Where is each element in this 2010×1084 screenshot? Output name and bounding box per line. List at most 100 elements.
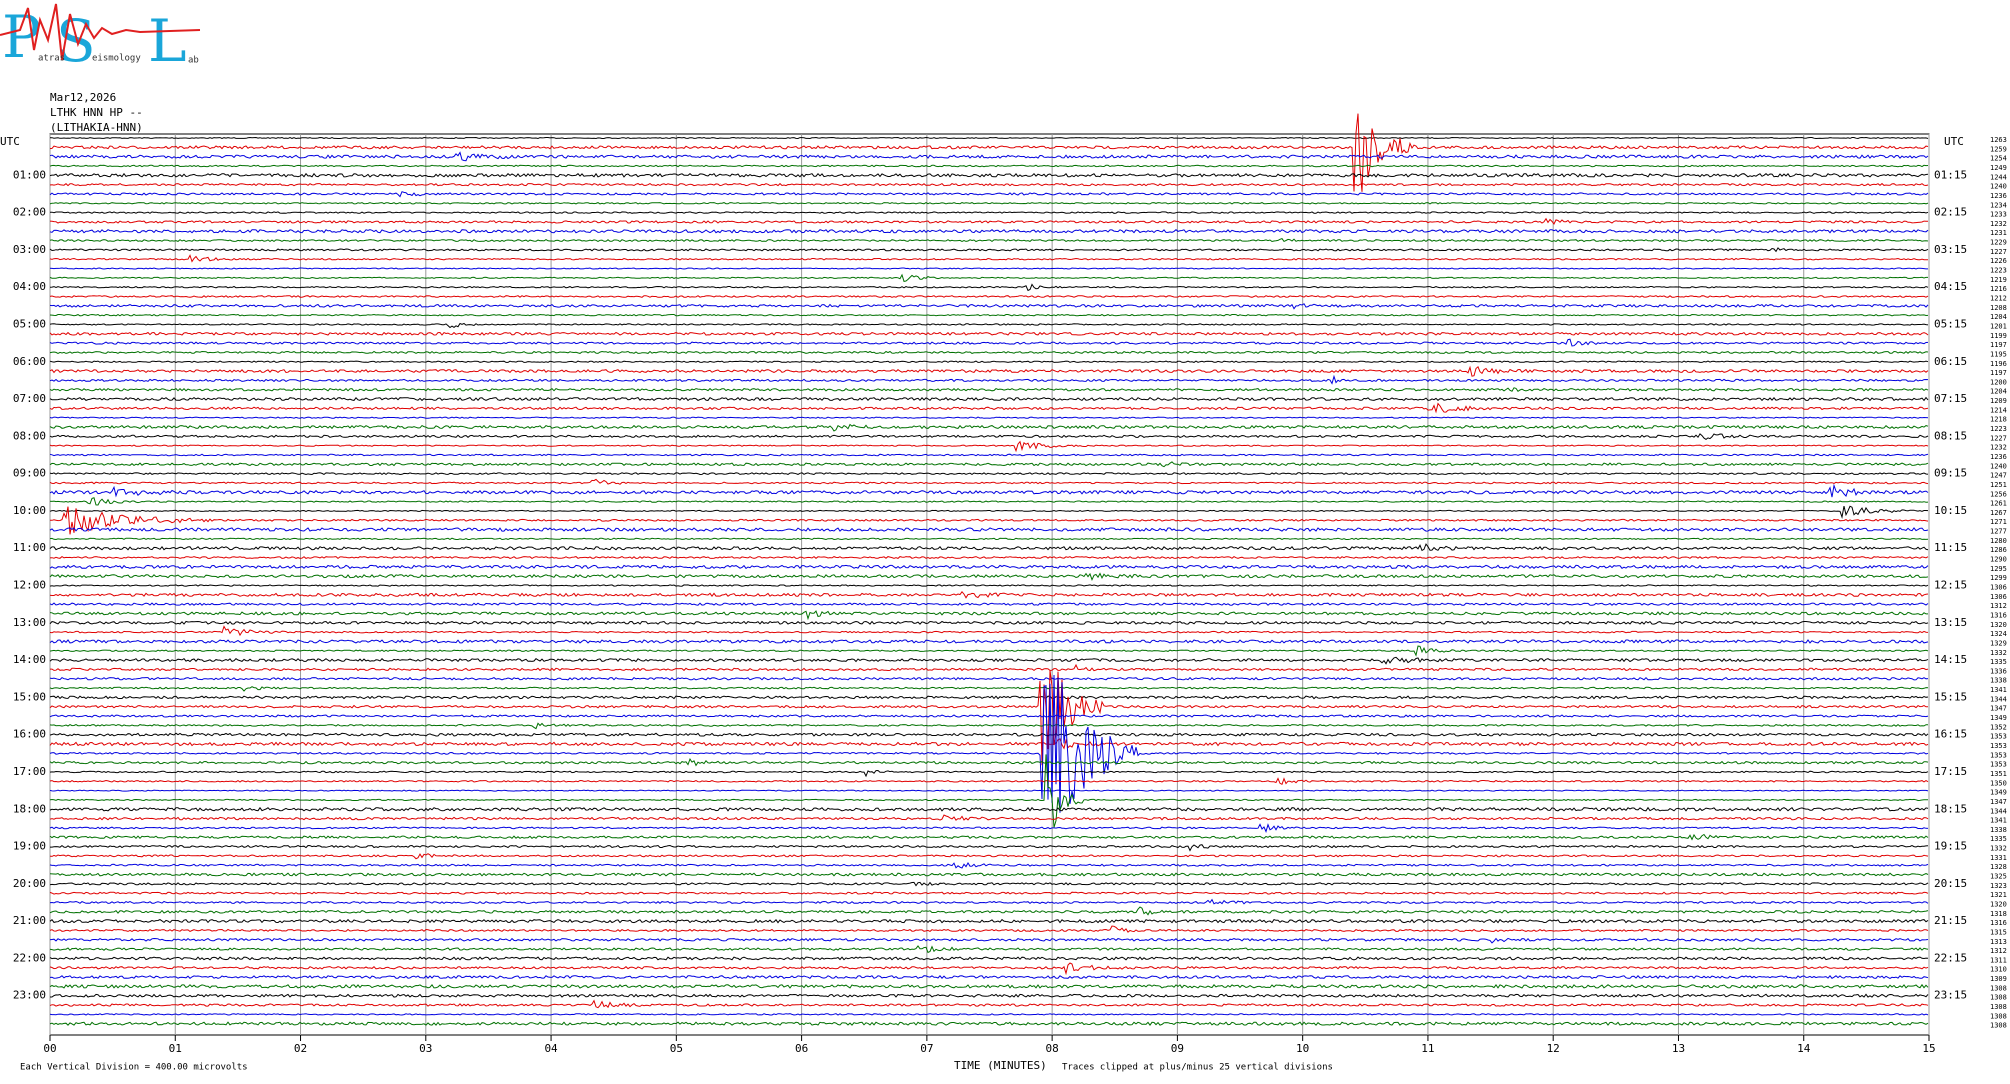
trace <box>49 506 1929 535</box>
trace-label: 1338 <box>1990 677 2007 685</box>
trace-label: 1312 <box>1990 602 2007 610</box>
trace-label: 1353 <box>1990 761 2007 769</box>
hour-label: 01:15 <box>1934 168 1967 181</box>
trace-label: 1249 <box>1990 164 2007 172</box>
trace-label: 1247 <box>1990 472 2007 480</box>
trace-label: 1344 <box>1990 807 2007 815</box>
trace <box>49 229 1929 234</box>
trace <box>49 906 1929 916</box>
trace <box>49 686 1929 692</box>
trace-label: 1349 <box>1990 714 2007 722</box>
trace <box>49 564 1929 570</box>
trace-label: 1199 <box>1990 332 2007 340</box>
trace <box>49 211 1929 214</box>
hour-label: 04:15 <box>1934 280 1967 293</box>
trace-label: 1216 <box>1990 285 2007 293</box>
trace <box>49 962 1929 976</box>
trace-label: 1214 <box>1990 406 2007 414</box>
trace-label: 1204 <box>1990 388 2007 396</box>
trace <box>49 202 1929 205</box>
trace-label: 1240 <box>1990 183 2007 191</box>
trace-label: 1263 <box>1990 136 2007 144</box>
trace-label: 1353 <box>1990 751 2007 759</box>
plot-frame <box>49 133 1930 1036</box>
trace <box>49 670 1929 766</box>
trace-label: 1311 <box>1990 956 2007 964</box>
trace-label: 1315 <box>1990 928 2007 936</box>
trace-label: 1351 <box>1990 770 2007 778</box>
x-tick-label: 08 <box>1046 1042 1059 1055</box>
trace-label: 1324 <box>1990 630 2007 638</box>
trace <box>49 975 1929 980</box>
trace-label: 1332 <box>1990 649 2007 657</box>
trace-label: 1320 <box>1990 621 2007 629</box>
hour-label: 18:15 <box>1934 802 1967 815</box>
trace <box>49 350 1929 355</box>
trace-label: 1280 <box>1990 537 2007 545</box>
trace-label: 1329 <box>1990 639 2007 647</box>
scale-note: Each Vertical Division = 400.00 microvol… <box>20 1063 248 1073</box>
hour-label: 18:00 <box>13 802 46 815</box>
logo-letter: S <box>56 7 96 75</box>
hour-label: 01:00 <box>13 168 46 181</box>
trace-label: 1316 <box>1990 611 2007 619</box>
trace-label: 1353 <box>1990 733 2007 741</box>
x-axis-title: TIME (MINUTES) <box>954 1059 1047 1072</box>
trace <box>49 483 1929 498</box>
trace <box>49 543 1929 552</box>
hour-label: 07:15 <box>1934 392 1967 405</box>
trace-label: 1259 <box>1990 145 2007 153</box>
trace-label: 1332 <box>1990 845 2007 853</box>
trace-label: 1336 <box>1990 667 2007 675</box>
hour-label: 02:00 <box>13 206 46 219</box>
trace <box>49 937 1929 944</box>
hour-label: 09:00 <box>13 467 46 480</box>
hour-label: 03:00 <box>13 243 46 256</box>
trace <box>49 247 1929 253</box>
trace <box>49 814 1929 821</box>
trace-label: 1277 <box>1990 528 2007 536</box>
hour-label: 22:15 <box>1934 951 1967 964</box>
trace-label: 1218 <box>1990 416 2007 424</box>
trace <box>49 217 1929 225</box>
site: (LITHAKIA-HNN) <box>50 121 143 134</box>
trace-label: 1331 <box>1990 854 2007 862</box>
trace-label: 1223 <box>1990 267 2007 275</box>
trace <box>49 945 1929 954</box>
trace <box>49 365 1929 377</box>
hour-label: 09:15 <box>1934 467 1967 480</box>
trace <box>49 313 1929 317</box>
trace <box>49 136 1929 140</box>
trace-label: 1306 <box>1990 584 2007 592</box>
trace <box>49 396 1929 402</box>
trace <box>49 853 1929 860</box>
x-tick-label: 01 <box>169 1042 182 1055</box>
trace <box>49 676 1929 681</box>
trace <box>49 182 1929 187</box>
trace-label: 1313 <box>1990 938 2007 946</box>
trace <box>49 695 1929 700</box>
trace-label: 1325 <box>1990 873 2007 881</box>
trace-label: 1197 <box>1990 341 2007 349</box>
logo-trace <box>0 3 201 61</box>
trace-label: 1347 <box>1990 798 2007 806</box>
trace <box>49 584 1929 587</box>
station: LTHK HNN HP -- <box>50 106 143 119</box>
trace <box>49 891 1929 895</box>
trace <box>49 267 1928 270</box>
trace <box>49 283 1929 292</box>
trace <box>50 663 1929 672</box>
hour-label: 14:00 <box>13 653 46 666</box>
trace <box>49 789 1929 792</box>
x-tick-label: 05 <box>670 1042 683 1055</box>
trace-label: 1308 <box>1990 1003 2007 1011</box>
trace-label: 1323 <box>1990 882 2007 890</box>
trace <box>49 303 1929 310</box>
trace <box>49 625 1929 637</box>
trace-label: 1244 <box>1990 173 2007 181</box>
trace-label: 1232 <box>1990 220 2007 228</box>
trace <box>49 497 1929 506</box>
trace <box>49 956 1929 961</box>
trace-label: 1226 <box>1990 257 2007 265</box>
x-tick-label: 15 <box>1922 1042 1935 1055</box>
